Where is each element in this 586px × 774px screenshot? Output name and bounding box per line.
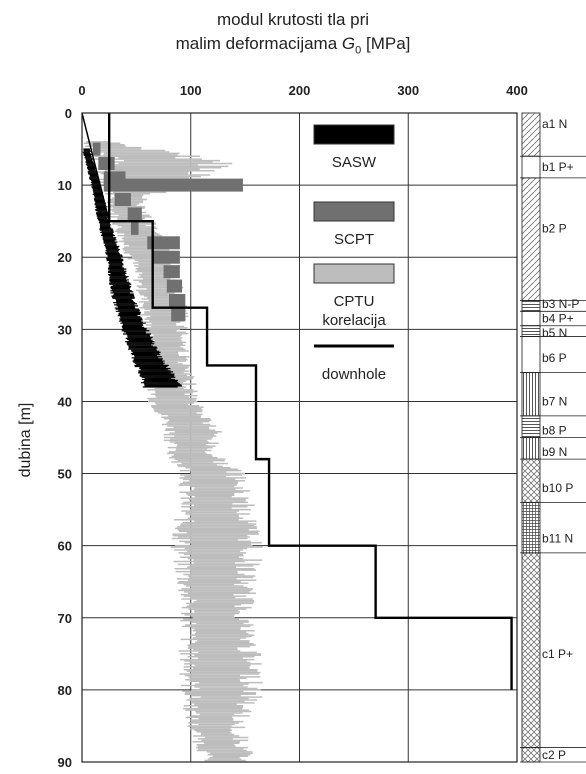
soil-layer-label: a1 N — [542, 117, 567, 131]
y-tick-label: 70 — [58, 611, 72, 626]
y-tick-label: 50 — [58, 467, 72, 482]
y-tick-label: 0 — [65, 106, 72, 121]
soil-layer-labels: a1 N b1 P+ b2 P b3 N-Pb4 P+b5 N b6 P b7 N b8 P… — [520, 117, 586, 763]
y-tick-label: 80 — [58, 683, 72, 698]
plot-border — [81, 112, 518, 763]
soil-layer — [521, 372, 541, 417]
x-tick-label: 0 — [78, 83, 85, 98]
legend-label: SASW — [332, 154, 377, 171]
scpt-block — [98, 156, 115, 170]
soil-layer — [521, 458, 541, 503]
scpt-block — [163, 265, 180, 279]
soil-layer — [521, 310, 541, 327]
soil-layer-label: b5 N — [542, 326, 567, 340]
soil-layer-label: b6 P — [542, 351, 567, 365]
scpt-block — [152, 250, 180, 264]
soil-layer-label: c1 P+ — [542, 647, 573, 661]
soil-layer — [521, 177, 541, 301]
legend-label: SCPT — [334, 231, 374, 248]
downhole-line — [107, 113, 513, 690]
plot-frame — [81, 112, 518, 763]
soil-layer-label: c2 P — [542, 748, 566, 762]
x-axis-ticks: 0 100 200 300 400 — [78, 83, 527, 98]
legend-label: korelacija — [322, 312, 386, 329]
soil-layer-label: b9 N — [542, 445, 567, 459]
soil-layer — [521, 300, 541, 312]
legend-swatch — [313, 263, 395, 284]
scpt-block — [127, 207, 142, 221]
soil-layer-label: b7 N — [542, 394, 567, 408]
scpt-block — [166, 279, 183, 293]
x-tick-label: 400 — [506, 83, 528, 98]
y-tick-label: 90 — [58, 755, 72, 770]
legend-label: CPTU — [334, 293, 375, 310]
legend-swatch — [313, 124, 395, 145]
scpt-block — [92, 142, 101, 156]
x-tick-label: 200 — [289, 83, 311, 98]
downhole-start-diagonal — [81, 112, 110, 222]
x-tick-label: 300 — [397, 83, 419, 98]
soil-layer — [521, 155, 541, 179]
title-unit: [MPa] — [361, 34, 411, 53]
y-tick-label: 20 — [58, 250, 72, 265]
scpt-block — [171, 308, 186, 322]
soil-layer — [521, 437, 541, 460]
chart-title-line-2: malim deformacijama G0 [MPa] — [0, 34, 586, 56]
y-tick-label: 60 — [58, 539, 72, 554]
chart-title-line-1: modul krutosti tla pri — [216, 10, 370, 29]
soil-layer — [521, 325, 541, 337]
soil-layer-label: b8 P — [542, 423, 567, 437]
title-symbol: G — [341, 34, 356, 53]
legend-swatch — [313, 201, 395, 222]
soil-layer — [521, 415, 541, 438]
soil-layer — [521, 336, 541, 374]
y-axis-label: dubina [m] — [17, 403, 34, 478]
scpt-block — [169, 293, 186, 307]
y-tick-label: 10 — [58, 178, 72, 193]
series-scpt — [92, 142, 243, 322]
scpt-block — [103, 178, 243, 192]
y-axis-ticks: 0 10 20 30 40 50 60 70 80 90 — [58, 106, 72, 770]
legend: SASW SCPT CPTU korelacija downhole — [313, 124, 395, 383]
soil-profile-column — [521, 112, 541, 763]
y-tick-label: 40 — [58, 394, 72, 409]
title-subscript: 0 — [355, 44, 362, 57]
y-tick-label: 30 — [58, 322, 72, 337]
soil-layer — [521, 501, 541, 554]
scpt-block — [114, 193, 131, 207]
soil-layer-label: b3 N-P — [542, 297, 579, 311]
soil-layer — [521, 747, 541, 763]
soil-layer-label: b10 P — [542, 481, 573, 495]
soil-layer-label: b1 P+ — [542, 160, 574, 174]
soil-layer — [521, 112, 541, 157]
scpt-block — [130, 221, 139, 235]
x-tick-label: 100 — [180, 83, 202, 98]
soil-layer-label: b4 P+ — [542, 312, 574, 326]
series-sasw — [82, 148, 183, 388]
title-prefix: malim deformacijama — [175, 34, 342, 53]
legend-label: downhole — [322, 366, 386, 383]
series-downhole — [81, 112, 513, 690]
soil-layer-label: b11 N — [542, 531, 573, 545]
scpt-block — [147, 236, 180, 250]
soil-layer-label: b2 P — [542, 221, 567, 235]
soil-layer — [521, 552, 541, 749]
